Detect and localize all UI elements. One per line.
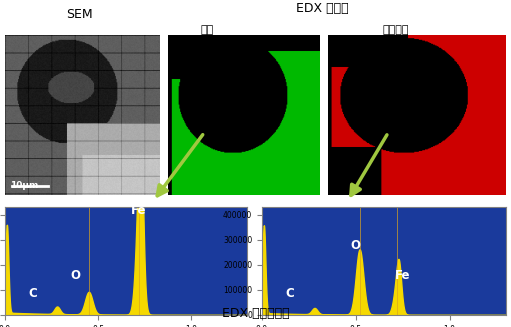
Text: EDX 相解析: EDX 相解析 xyxy=(296,2,348,15)
Text: O: O xyxy=(71,269,81,282)
Text: EDX スペクトル: EDX スペクトル xyxy=(222,307,289,320)
Text: C: C xyxy=(286,287,294,300)
Text: 10μm: 10μm xyxy=(10,181,38,190)
Text: SEM: SEM xyxy=(66,8,92,21)
Text: O: O xyxy=(351,239,361,252)
Text: C: C xyxy=(29,287,37,300)
Text: 鉄相: 鉄相 xyxy=(200,25,214,35)
Text: 鉄さび相: 鉄さび相 xyxy=(383,25,409,35)
Text: Fe: Fe xyxy=(131,204,147,217)
Text: Fe: Fe xyxy=(395,269,410,282)
